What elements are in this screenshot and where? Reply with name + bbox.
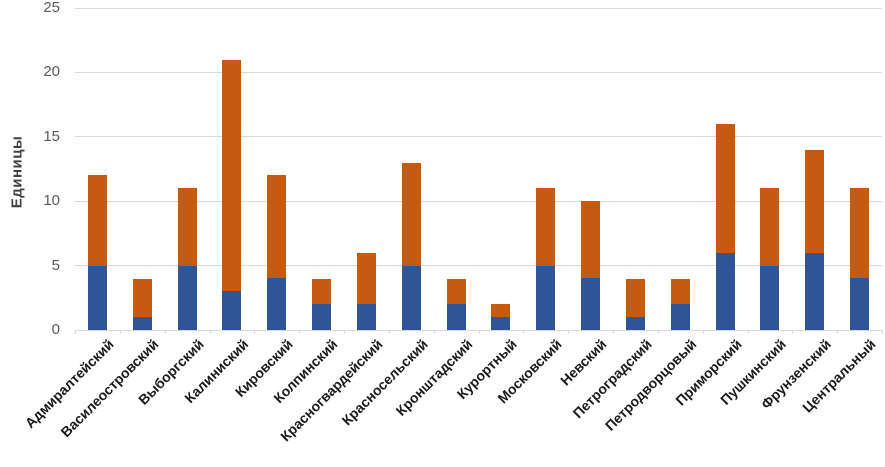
y-axis-tick-label: 20 xyxy=(43,63,60,81)
bar-stack xyxy=(222,59,242,330)
bar-segment-blue xyxy=(222,291,242,330)
bar-segment-orange xyxy=(850,188,870,279)
gridline xyxy=(75,71,882,73)
bar-segment-orange xyxy=(356,252,376,305)
x-axis-tickmark xyxy=(523,330,525,334)
bar-stack xyxy=(536,188,556,330)
x-axis-tickmark xyxy=(75,330,76,334)
bar-segment-orange xyxy=(625,278,645,318)
bar-segment-orange xyxy=(401,162,421,266)
bar-segment-orange xyxy=(446,278,466,305)
bar-segment-blue xyxy=(446,304,466,330)
bar-stack xyxy=(356,252,376,330)
bar-segment-blue xyxy=(805,252,825,330)
gridline xyxy=(75,136,882,138)
bar-segment-blue xyxy=(267,278,287,330)
x-axis-label: Петроградский xyxy=(569,336,655,422)
bar-stack xyxy=(760,188,780,330)
bar-segment-orange xyxy=(222,59,242,292)
plot-area xyxy=(75,7,882,331)
bar-segment-blue xyxy=(177,265,197,330)
x-axis-tickmark xyxy=(209,330,211,334)
bar-stack xyxy=(87,175,107,330)
bar-segment-orange xyxy=(491,304,511,318)
x-axis-tickmark xyxy=(299,330,301,334)
bar-segment-orange xyxy=(670,278,690,305)
bar-segment-orange xyxy=(312,278,332,305)
bar-segment-blue xyxy=(536,265,556,330)
x-axis-tickmark xyxy=(702,330,704,334)
x-axis-tickmark xyxy=(837,330,839,334)
bar-stack xyxy=(491,304,511,330)
x-axis-tickmark xyxy=(478,330,480,334)
bar-segment-blue xyxy=(132,317,152,330)
bar-segment-blue xyxy=(356,304,376,330)
bar-segment-orange xyxy=(87,175,107,266)
x-axis-tickmark xyxy=(568,330,570,334)
bar-segment-orange xyxy=(805,149,825,253)
bar-stack xyxy=(132,278,152,330)
bar-segment-blue xyxy=(491,317,511,330)
y-axis-tick-label: 25 xyxy=(43,0,60,16)
bar-segment-orange xyxy=(581,201,601,279)
bar-segment-orange xyxy=(715,123,735,253)
x-axis-tickmark xyxy=(254,330,256,334)
bar-stack xyxy=(267,175,287,330)
bar-segment-orange xyxy=(267,175,287,279)
bar-stack xyxy=(581,201,601,330)
y-axis-tick-label: 0 xyxy=(51,321,60,338)
gridline xyxy=(75,7,882,9)
bar-stack xyxy=(805,149,825,330)
bar-segment-blue xyxy=(581,278,601,330)
bar-stack xyxy=(401,162,421,330)
gridline xyxy=(75,265,882,267)
bar-stack xyxy=(670,278,690,330)
bar-stack xyxy=(625,278,645,330)
bar-segment-blue xyxy=(850,278,870,330)
y-axis-tick-label: 5 xyxy=(51,256,60,274)
gridline xyxy=(75,200,882,202)
bar-stack xyxy=(312,278,332,330)
x-axis-tickmark xyxy=(164,330,166,334)
x-axis-tickmark xyxy=(433,330,435,334)
bar-segment-blue xyxy=(87,265,107,330)
x-axis-label: Кронштадский xyxy=(392,336,476,419)
x-axis-tickmark xyxy=(882,330,883,334)
bar-segment-blue xyxy=(715,252,735,330)
bar-segment-orange xyxy=(132,278,152,318)
x-axis-tickmark xyxy=(344,330,345,334)
bar-stack xyxy=(177,188,197,330)
x-axis-tickmark xyxy=(747,330,749,334)
bar-segment-orange xyxy=(760,188,780,266)
bar-stack xyxy=(715,123,735,330)
bar-segment-blue xyxy=(401,265,421,330)
bar-segment-orange xyxy=(177,188,197,266)
x-axis-tickmark xyxy=(792,330,794,334)
bar-segment-orange xyxy=(536,188,556,266)
bar-stack xyxy=(446,278,466,330)
y-axis-tick-label: 15 xyxy=(43,127,60,145)
bar-segment-blue xyxy=(625,317,645,330)
x-axis-tickmark xyxy=(119,330,121,334)
x-axis-tickmark xyxy=(388,330,390,334)
bar-stack xyxy=(850,188,870,330)
bar-segment-blue xyxy=(670,304,690,330)
bar-segment-blue xyxy=(760,265,780,330)
x-axis-tickmark xyxy=(613,330,614,334)
y-axis-tick-label: 10 xyxy=(43,192,60,210)
x-axis-tickmark xyxy=(657,330,659,334)
bar-segment-blue xyxy=(312,304,332,330)
